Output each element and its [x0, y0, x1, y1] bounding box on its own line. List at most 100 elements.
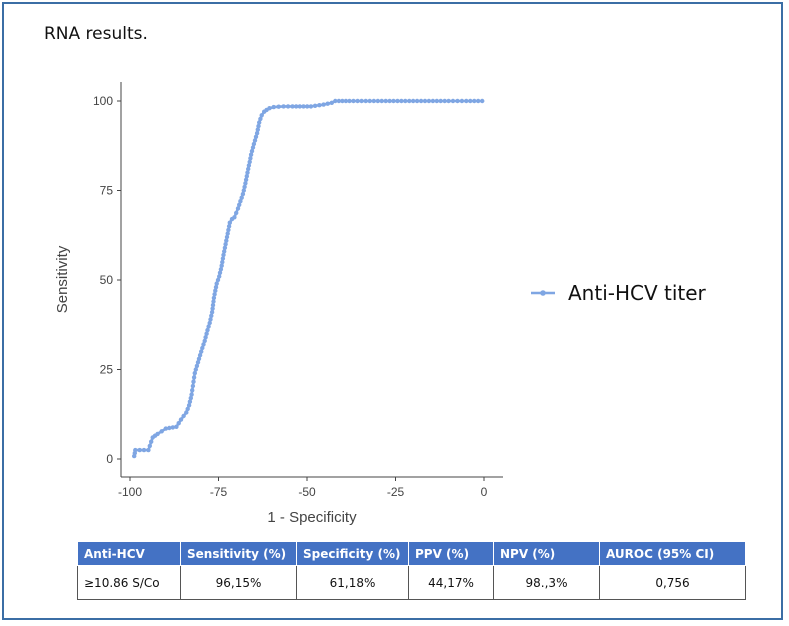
- data-point: [199, 349, 204, 354]
- data-point: [211, 299, 216, 304]
- figure-caption: RNA results.: [44, 24, 148, 44]
- data-point: [239, 195, 244, 200]
- x-tick-label: -100: [118, 485, 142, 499]
- table-header-cell: Anti-HCV: [77, 541, 181, 566]
- data-point: [163, 426, 168, 431]
- series-line: [132, 99, 483, 457]
- data-point: [191, 379, 196, 384]
- data-point: [312, 103, 318, 109]
- data-point: [281, 104, 286, 109]
- data-point: [422, 98, 428, 104]
- data-point: [434, 98, 439, 104]
- data-point: [240, 191, 246, 197]
- data-point: [210, 302, 216, 308]
- data-point: [248, 152, 254, 157]
- data-point: [317, 103, 322, 108]
- data-point: [227, 220, 232, 225]
- data-point: [243, 177, 249, 182]
- data-point: [336, 98, 342, 104]
- data-point: [222, 245, 228, 250]
- data-point: [355, 98, 360, 104]
- table-cell: 98.,3%: [493, 565, 600, 600]
- data-point: [254, 131, 260, 136]
- table-header-row: Anti-HCV Sensitivity (%) Specificity (%)…: [77, 541, 746, 566]
- data-point: [174, 424, 179, 429]
- data-point: [207, 320, 212, 326]
- data-point: [203, 335, 208, 340]
- data-point: [301, 104, 306, 109]
- data-point: [149, 439, 154, 444]
- data-point: [191, 375, 197, 380]
- x-tick-label: -50: [298, 485, 316, 499]
- chart-axes: 0 25 50 75 100 -100 -75 -50 -25 0 1 - Specificity S…: [54, 82, 503, 526]
- data-point: [146, 447, 151, 453]
- data-point: [476, 98, 481, 104]
- data-point: [181, 413, 186, 419]
- x-tick-label: -25: [387, 485, 405, 499]
- data-point: [383, 98, 388, 104]
- data-point: [450, 98, 456, 104]
- data-point: [208, 317, 213, 322]
- data-point: [418, 98, 424, 104]
- y-tick-label: 75: [100, 184, 114, 198]
- data-point: [446, 98, 451, 104]
- data-point: [253, 134, 259, 139]
- data-point: [379, 98, 384, 104]
- data-point: [321, 102, 326, 107]
- data-point: [186, 403, 192, 408]
- data-point: [246, 166, 251, 172]
- y-tick-label: 50: [100, 273, 114, 287]
- data-point: [235, 206, 241, 211]
- data-point: [147, 443, 152, 449]
- data-point: [185, 406, 190, 412]
- data-point: [472, 98, 477, 104]
- data-point: [251, 141, 257, 147]
- y-tick-label: 0: [106, 452, 113, 466]
- data-point: [232, 215, 237, 220]
- data-point: [285, 104, 291, 109]
- table-cell: 61,18%: [296, 565, 409, 600]
- data-point: [195, 360, 201, 365]
- data-point: [200, 345, 205, 351]
- data-point: [391, 98, 396, 104]
- data-point: [399, 98, 404, 104]
- table-cell: 0,756: [599, 565, 746, 600]
- chart-legend: Anti-HCV titer: [531, 281, 707, 305]
- data-point: [206, 324, 211, 329]
- table-cell: 44,17%: [408, 565, 494, 600]
- table-header-cell: PPV (%): [408, 541, 494, 566]
- data-point: [340, 98, 345, 104]
- figure-frame: [2, 2, 783, 620]
- data-point: [188, 395, 193, 401]
- data-point: [271, 104, 276, 110]
- y-axis-label: Sensitivity: [54, 245, 71, 313]
- data-point: [411, 98, 416, 104]
- data-point: [290, 104, 295, 109]
- data-point: [259, 113, 264, 118]
- data-point: [455, 98, 460, 104]
- data-point: [459, 98, 465, 104]
- data-point: [308, 104, 314, 109]
- data-point: [176, 421, 181, 426]
- data-point: [178, 417, 184, 422]
- table-cell: 96,15%: [180, 565, 297, 600]
- data-point: [305, 104, 310, 109]
- table-header-cell: NPV (%): [493, 541, 600, 566]
- data-point: [351, 98, 356, 104]
- data-point: [248, 156, 253, 161]
- data-point: [201, 342, 206, 347]
- data-point: [184, 410, 189, 415]
- data-point: [224, 234, 230, 240]
- y-tick-label: 25: [100, 363, 114, 377]
- data-point: [442, 98, 447, 104]
- data-point: [190, 388, 195, 393]
- data-point: [242, 184, 247, 190]
- data-point: [209, 310, 215, 315]
- data-point: [223, 242, 228, 247]
- data-point: [204, 331, 209, 336]
- data-point: [220, 259, 225, 265]
- data-point: [222, 249, 227, 254]
- data-point: [246, 163, 252, 168]
- x-tick-label: 0: [481, 485, 488, 499]
